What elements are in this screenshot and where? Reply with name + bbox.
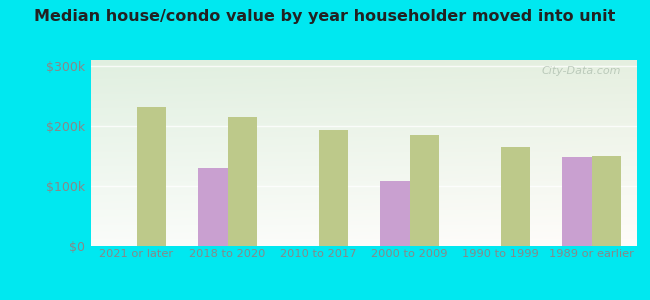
Text: City-Data.com: City-Data.com [541,66,621,76]
Bar [562,157,592,246]
Bar [410,135,439,246]
Bar [318,130,348,246]
Bar [592,156,621,246]
Bar [136,107,166,246]
Bar [227,117,257,246]
Bar [500,147,530,246]
Text: Median house/condo value by year householder moved into unit: Median house/condo value by year househo… [34,9,616,24]
Bar [198,168,228,246]
Bar [380,181,410,246]
